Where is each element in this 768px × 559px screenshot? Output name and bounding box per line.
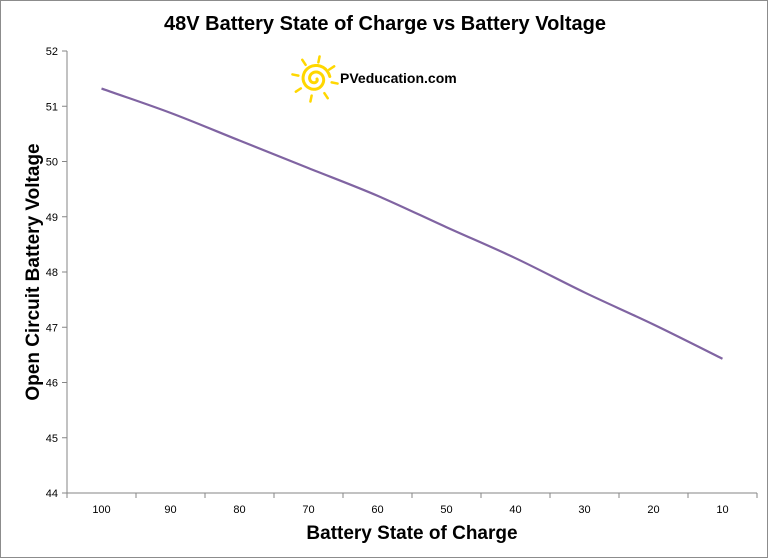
- sun-ray: [327, 65, 336, 71]
- x-tick-label: 80: [233, 504, 245, 516]
- x-tick-label: 60: [371, 504, 383, 516]
- y-tick-label: 46: [46, 378, 58, 390]
- y-tick-label: 52: [46, 46, 58, 58]
- y-tick-label: 45: [46, 433, 58, 445]
- watermark-text: PVeducation.com: [340, 70, 457, 86]
- sun-ray: [317, 55, 321, 64]
- sun-spiral-icon: [291, 55, 339, 103]
- series-line: [101, 87, 723, 360]
- x-tick-label: 40: [509, 504, 521, 516]
- watermark-logo: PVeducation.com: [291, 55, 457, 103]
- x-tick-label: 50: [440, 504, 452, 516]
- y-tick-label: 48: [46, 267, 58, 279]
- axes: [62, 50, 758, 498]
- y-tick-label: 47: [46, 322, 58, 334]
- y-tick-label: 49: [46, 212, 58, 224]
- sun-ray: [301, 58, 307, 67]
- x-tick-label: 10: [716, 504, 728, 516]
- y-axis-title: Open Circuit Battery Voltage: [23, 143, 44, 400]
- x-tick-label: 90: [164, 504, 176, 516]
- sun-ray: [309, 94, 313, 103]
- y-tick-label: 50: [46, 157, 58, 169]
- y-tick-label: 44: [46, 488, 58, 500]
- x-tick-label: 20: [647, 504, 659, 516]
- sun-ray: [323, 91, 329, 100]
- x-tick-label: 70: [302, 504, 314, 516]
- series-group: [101, 87, 723, 360]
- sun-ray: [330, 81, 339, 85]
- x-tick-label: 100: [92, 504, 110, 516]
- x-tick-labels: 100 90 80 70 60 50 40 30 20 10: [92, 504, 728, 516]
- y-tick-label: 51: [46, 101, 58, 113]
- x-axis-title: Battery State of Charge: [306, 523, 517, 544]
- sun-ray: [291, 73, 300, 77]
- x-tick-label: 30: [578, 504, 590, 516]
- y-tick-labels: 44 45 46 47 48 49 50 51 52: [46, 46, 58, 500]
- sun-spiral: [301, 64, 332, 91]
- chart-title: 48V Battery State of Charge vs Battery V…: [164, 13, 606, 35]
- sun-ray: [294, 87, 303, 93]
